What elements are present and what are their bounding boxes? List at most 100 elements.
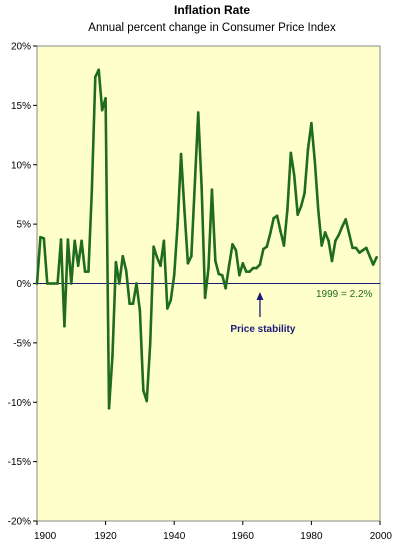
data-point — [118, 282, 121, 285]
data-point — [190, 254, 193, 258]
data-point — [114, 260, 118, 264]
data-point — [303, 191, 306, 195]
data-point — [306, 148, 310, 151]
data-point — [124, 269, 128, 272]
data-point — [340, 225, 344, 228]
data-point — [166, 307, 169, 310]
data-point — [152, 245, 155, 248]
data-point — [35, 282, 39, 285]
data-point — [258, 263, 262, 266]
data-point — [73, 239, 77, 243]
data-point — [347, 232, 351, 235]
data-point — [234, 248, 238, 252]
data-point — [56, 282, 59, 285]
data-point — [334, 239, 337, 243]
data-point — [330, 259, 334, 263]
data-point — [83, 270, 87, 273]
data-point — [310, 121, 313, 125]
data-point — [49, 282, 53, 285]
data-point — [248, 270, 251, 273]
data-point — [100, 108, 104, 112]
data-point — [193, 183, 197, 187]
data-point — [227, 264, 231, 267]
data-point — [66, 238, 70, 241]
y-axis: -20% -15% -10% -5% 0% 5% 10% 15% 20% — [8, 42, 37, 528]
data-point — [217, 272, 221, 276]
data-point — [59, 238, 63, 241]
data-point — [292, 174, 296, 177]
y-tick-label: 0% — [17, 279, 32, 290]
chart-title: Inflation Rate — [174, 3, 250, 17]
y-tick-label: -10% — [8, 398, 31, 409]
data-point — [344, 218, 348, 221]
data-point — [45, 282, 49, 285]
series-points — [35, 68, 378, 410]
data-point — [121, 254, 125, 258]
data-point — [131, 302, 135, 305]
data-point — [104, 96, 107, 100]
data-point — [200, 186, 203, 189]
price-stability-arrow — [256, 292, 264, 317]
data-point — [186, 262, 190, 265]
data-point — [111, 354, 114, 358]
x-tick-label: 2000 — [370, 531, 393, 542]
chart-subtitle: Annual percent change in Consumer Price … — [88, 22, 336, 34]
data-point — [80, 239, 83, 243]
data-point — [94, 75, 97, 79]
data-point — [351, 246, 354, 250]
data-point — [196, 111, 200, 114]
data-point — [268, 232, 272, 235]
data-point — [244, 270, 248, 273]
data-point — [169, 298, 173, 302]
x-axis: 1900 1920 1940 1960 1980 2000 — [34, 521, 392, 542]
series-line-cpi — [35, 68, 378, 410]
y-tick-label: 20% — [11, 42, 31, 53]
data-point — [282, 244, 286, 247]
data-point — [241, 262, 245, 265]
data-point — [42, 237, 46, 240]
data-point — [364, 246, 368, 250]
data-point — [142, 389, 145, 392]
data-point — [176, 222, 179, 226]
data-point — [316, 208, 320, 212]
data-point — [87, 270, 90, 273]
data-point — [320, 244, 323, 247]
data-point — [286, 208, 289, 212]
data-point — [179, 152, 183, 156]
data-point — [145, 399, 149, 403]
data-point — [275, 214, 279, 218]
data-point — [183, 209, 186, 213]
data-point — [207, 266, 210, 270]
data-point — [296, 213, 299, 216]
data-point — [251, 266, 255, 270]
data-point — [299, 205, 303, 208]
data-point — [231, 243, 234, 246]
data-point — [135, 282, 138, 285]
arrow-head-icon — [256, 292, 264, 300]
data-point — [272, 216, 275, 220]
data-point — [255, 266, 258, 270]
x-tick-label: 1980 — [300, 531, 323, 542]
y-tick-label: 5% — [17, 220, 32, 231]
data-point — [63, 324, 66, 328]
data-point — [214, 259, 217, 263]
y-tick-label: -5% — [13, 338, 31, 349]
y-tick-label: -20% — [8, 517, 31, 528]
x-tick-label: 1920 — [94, 531, 117, 542]
data-point — [220, 273, 224, 277]
data-point — [210, 188, 214, 191]
data-point — [172, 273, 176, 277]
x-tick-label: 1940 — [163, 531, 186, 542]
data-point — [358, 251, 361, 254]
data-point — [203, 296, 207, 300]
data-point — [354, 246, 358, 250]
data-point — [224, 286, 227, 290]
data-point — [90, 188, 94, 191]
data-point — [368, 254, 372, 258]
data-point — [371, 263, 375, 266]
data-point — [337, 233, 341, 237]
data-point — [39, 235, 42, 239]
x-tick-label: 1900 — [34, 531, 57, 542]
data-point — [289, 151, 293, 155]
